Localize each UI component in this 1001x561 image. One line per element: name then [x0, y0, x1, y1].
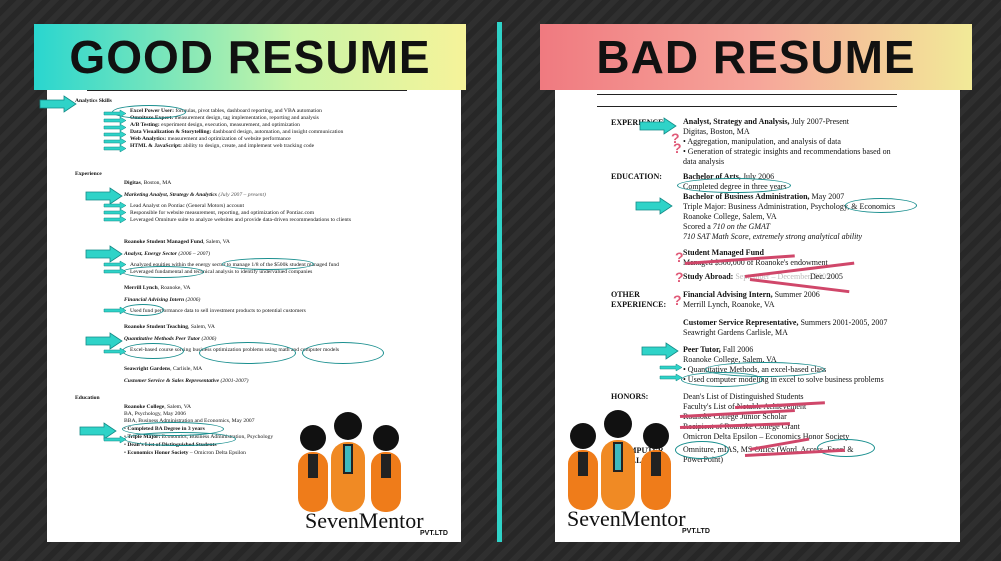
- skill-item: Web Analytics: measurement and optimizat…: [130, 136, 291, 142]
- fai: Financial Advising Intern, Summer 2006: [683, 290, 820, 299]
- honor: Omicron Delta Epsilon – Economics Honor …: [683, 432, 850, 441]
- job-teaching-role: Quantitative Methods Peer Tutor (2006): [124, 336, 217, 342]
- job-merrill: Merrill Lynch, Roanoke, VA: [124, 285, 191, 291]
- skills-heading: Analytics Skills: [75, 98, 112, 104]
- computer-skills: Omniture, mIAS, MS Office (Word, Access,…: [683, 445, 854, 454]
- smf-title: Student Managed Fund: [683, 248, 764, 257]
- highlight-oval: [302, 342, 384, 364]
- honor: Dean's List of Distinguished Students: [683, 392, 804, 401]
- highlight-oval: [199, 342, 296, 364]
- highlight-oval: [677, 178, 791, 193]
- bad-resume-banner: BAD RESUME: [540, 24, 972, 90]
- experience-label: EXPERIENCE:: [611, 118, 667, 127]
- college: Roanoke College, Salem, VA: [124, 404, 192, 410]
- exp-bullet: • Aggregation, manipulation, and analysi…: [683, 137, 841, 146]
- skill-item: HTML & JavaScript: ability to design, cr…: [130, 143, 315, 149]
- arts: Bachelor of Arts, July 2006: [683, 172, 775, 181]
- question-mark-icon: ?: [673, 292, 682, 308]
- degree-ba: BA, Psychology, May 2006: [124, 411, 186, 417]
- gmat: Scored a 710 on the GMAT: [683, 222, 771, 231]
- question-mark-icon: ?: [675, 269, 684, 285]
- college: Roanoke College, Salem, VA: [683, 212, 777, 221]
- highlight-oval: [817, 439, 875, 457]
- bullet: Leveraged fundamental and technical anal…: [130, 269, 313, 275]
- bad-resume-page: EXPERIENCE: Analyst, Strategy and Analys…: [555, 82, 960, 542]
- job-fund: Roanoke Student Managed Fund, Salem, VA: [124, 239, 230, 245]
- logo-name: SevenMentor: [305, 508, 424, 533]
- tutor: Peer Tutor, Fall 2006: [683, 345, 754, 354]
- sat: 710 SAT Math Score, extremely strong ana…: [683, 232, 863, 241]
- question-mark-icon: ?: [675, 249, 684, 265]
- education-heading: Education: [75, 395, 100, 401]
- skill-item: A/B Testing: experiment design, executio…: [130, 122, 300, 128]
- job-merrill-role: Financial Advising Intern (2006): [124, 297, 201, 303]
- job-digitas-role: Marketing Analyst, Strategy & Analytics …: [124, 192, 266, 198]
- mentor-figures-icon: [568, 410, 671, 510]
- bullet: Responsible for website measurement, rep…: [130, 210, 315, 216]
- exp-bullet: • Generation of strategic insights and r…: [683, 147, 891, 156]
- highlight-oval: [705, 362, 825, 377]
- job-seawright-role: Customer Service & Sales Representative …: [124, 378, 249, 384]
- rule: [597, 94, 897, 95]
- degree-bba: BBA, Business Administration and Economi…: [124, 418, 255, 424]
- rule: [87, 90, 407, 91]
- logo-sub: PVT.LTD: [420, 530, 448, 537]
- honor: Roanoke College Junior Scholar: [683, 412, 787, 421]
- highlight-oval: [681, 372, 763, 387]
- csr-co: Seawright Gardens Carlisle, MA: [683, 328, 788, 337]
- logo-name: SevenMentor: [567, 506, 686, 531]
- tutor-co: Roanoke College, Salem, VA: [683, 355, 777, 364]
- highlight-oval: [222, 258, 314, 270]
- experience-heading: Experience: [75, 171, 102, 177]
- edu-bullet: • Economics Honor Society – Omicron Delt…: [124, 450, 246, 456]
- bullet: Used fund performance data to sell inves…: [130, 308, 306, 314]
- computer-skills-2: PowerPoint): [683, 455, 723, 464]
- honors-label: HONORS:: [611, 392, 649, 401]
- job-fund-role: Analyst, Energy Sector (2006 – 2007): [124, 251, 211, 257]
- good-resume-page: Analytics Skills Excel Power User: formu…: [47, 82, 461, 542]
- computer-label: COMPUTER: [617, 446, 664, 455]
- bullet: Lead Analyst on Pontiac (General Motors)…: [130, 203, 245, 209]
- exp-company: Digitas, Boston, MA: [683, 127, 750, 136]
- mentor-figures-icon: [298, 412, 401, 512]
- fai-co: Merrill Lynch, Roanoke, VA: [683, 300, 775, 309]
- study-abroad: Study Abroad: September – December, 2005: [683, 272, 831, 281]
- question-mark-icon: ?: [671, 130, 680, 146]
- abroad-end: Dec. 2005: [810, 272, 843, 281]
- bba: Bachelor of Business Administration, May…: [683, 192, 845, 201]
- logo-sub: PVT.LTD: [682, 528, 710, 535]
- job-digitas: Digitas, Boston, MA: [124, 180, 172, 186]
- csr: Customer Service Representative, Summers…: [683, 318, 888, 327]
- job-seawright: Seawright Gardens, Carlisle, MA: [124, 366, 203, 372]
- center-divider: [497, 22, 502, 542]
- exp-bullet: data analysis: [683, 157, 725, 166]
- rule: [597, 106, 897, 107]
- other-label: OTHER: [611, 290, 640, 299]
- highlight-oval: [675, 441, 729, 459]
- exp-title: Analyst, Strategy and Analysis, July 200…: [683, 117, 850, 126]
- job-teaching: Roanoke Student Teaching, Salem, VA: [124, 324, 215, 330]
- good-resume-banner: GOOD RESUME: [34, 24, 466, 90]
- bullet: Leveraged Omniture suite to analyze webs…: [130, 217, 352, 223]
- smf-desc: Managed $500,000 of Roanoke's endowment: [683, 258, 828, 267]
- tutor-bullet: • Used computer modeling in excel to sol…: [683, 375, 884, 384]
- skill-item: Data Visualization & Storytelling: dashb…: [130, 129, 344, 135]
- education-label: EDUCATION:: [611, 172, 662, 181]
- triple: Triple Major: Business Administration, P…: [683, 202, 896, 211]
- highlight-oval: [845, 198, 917, 213]
- question-mark-icon: ?: [673, 140, 682, 156]
- other-label-2: EXPERIENCE:: [611, 300, 667, 309]
